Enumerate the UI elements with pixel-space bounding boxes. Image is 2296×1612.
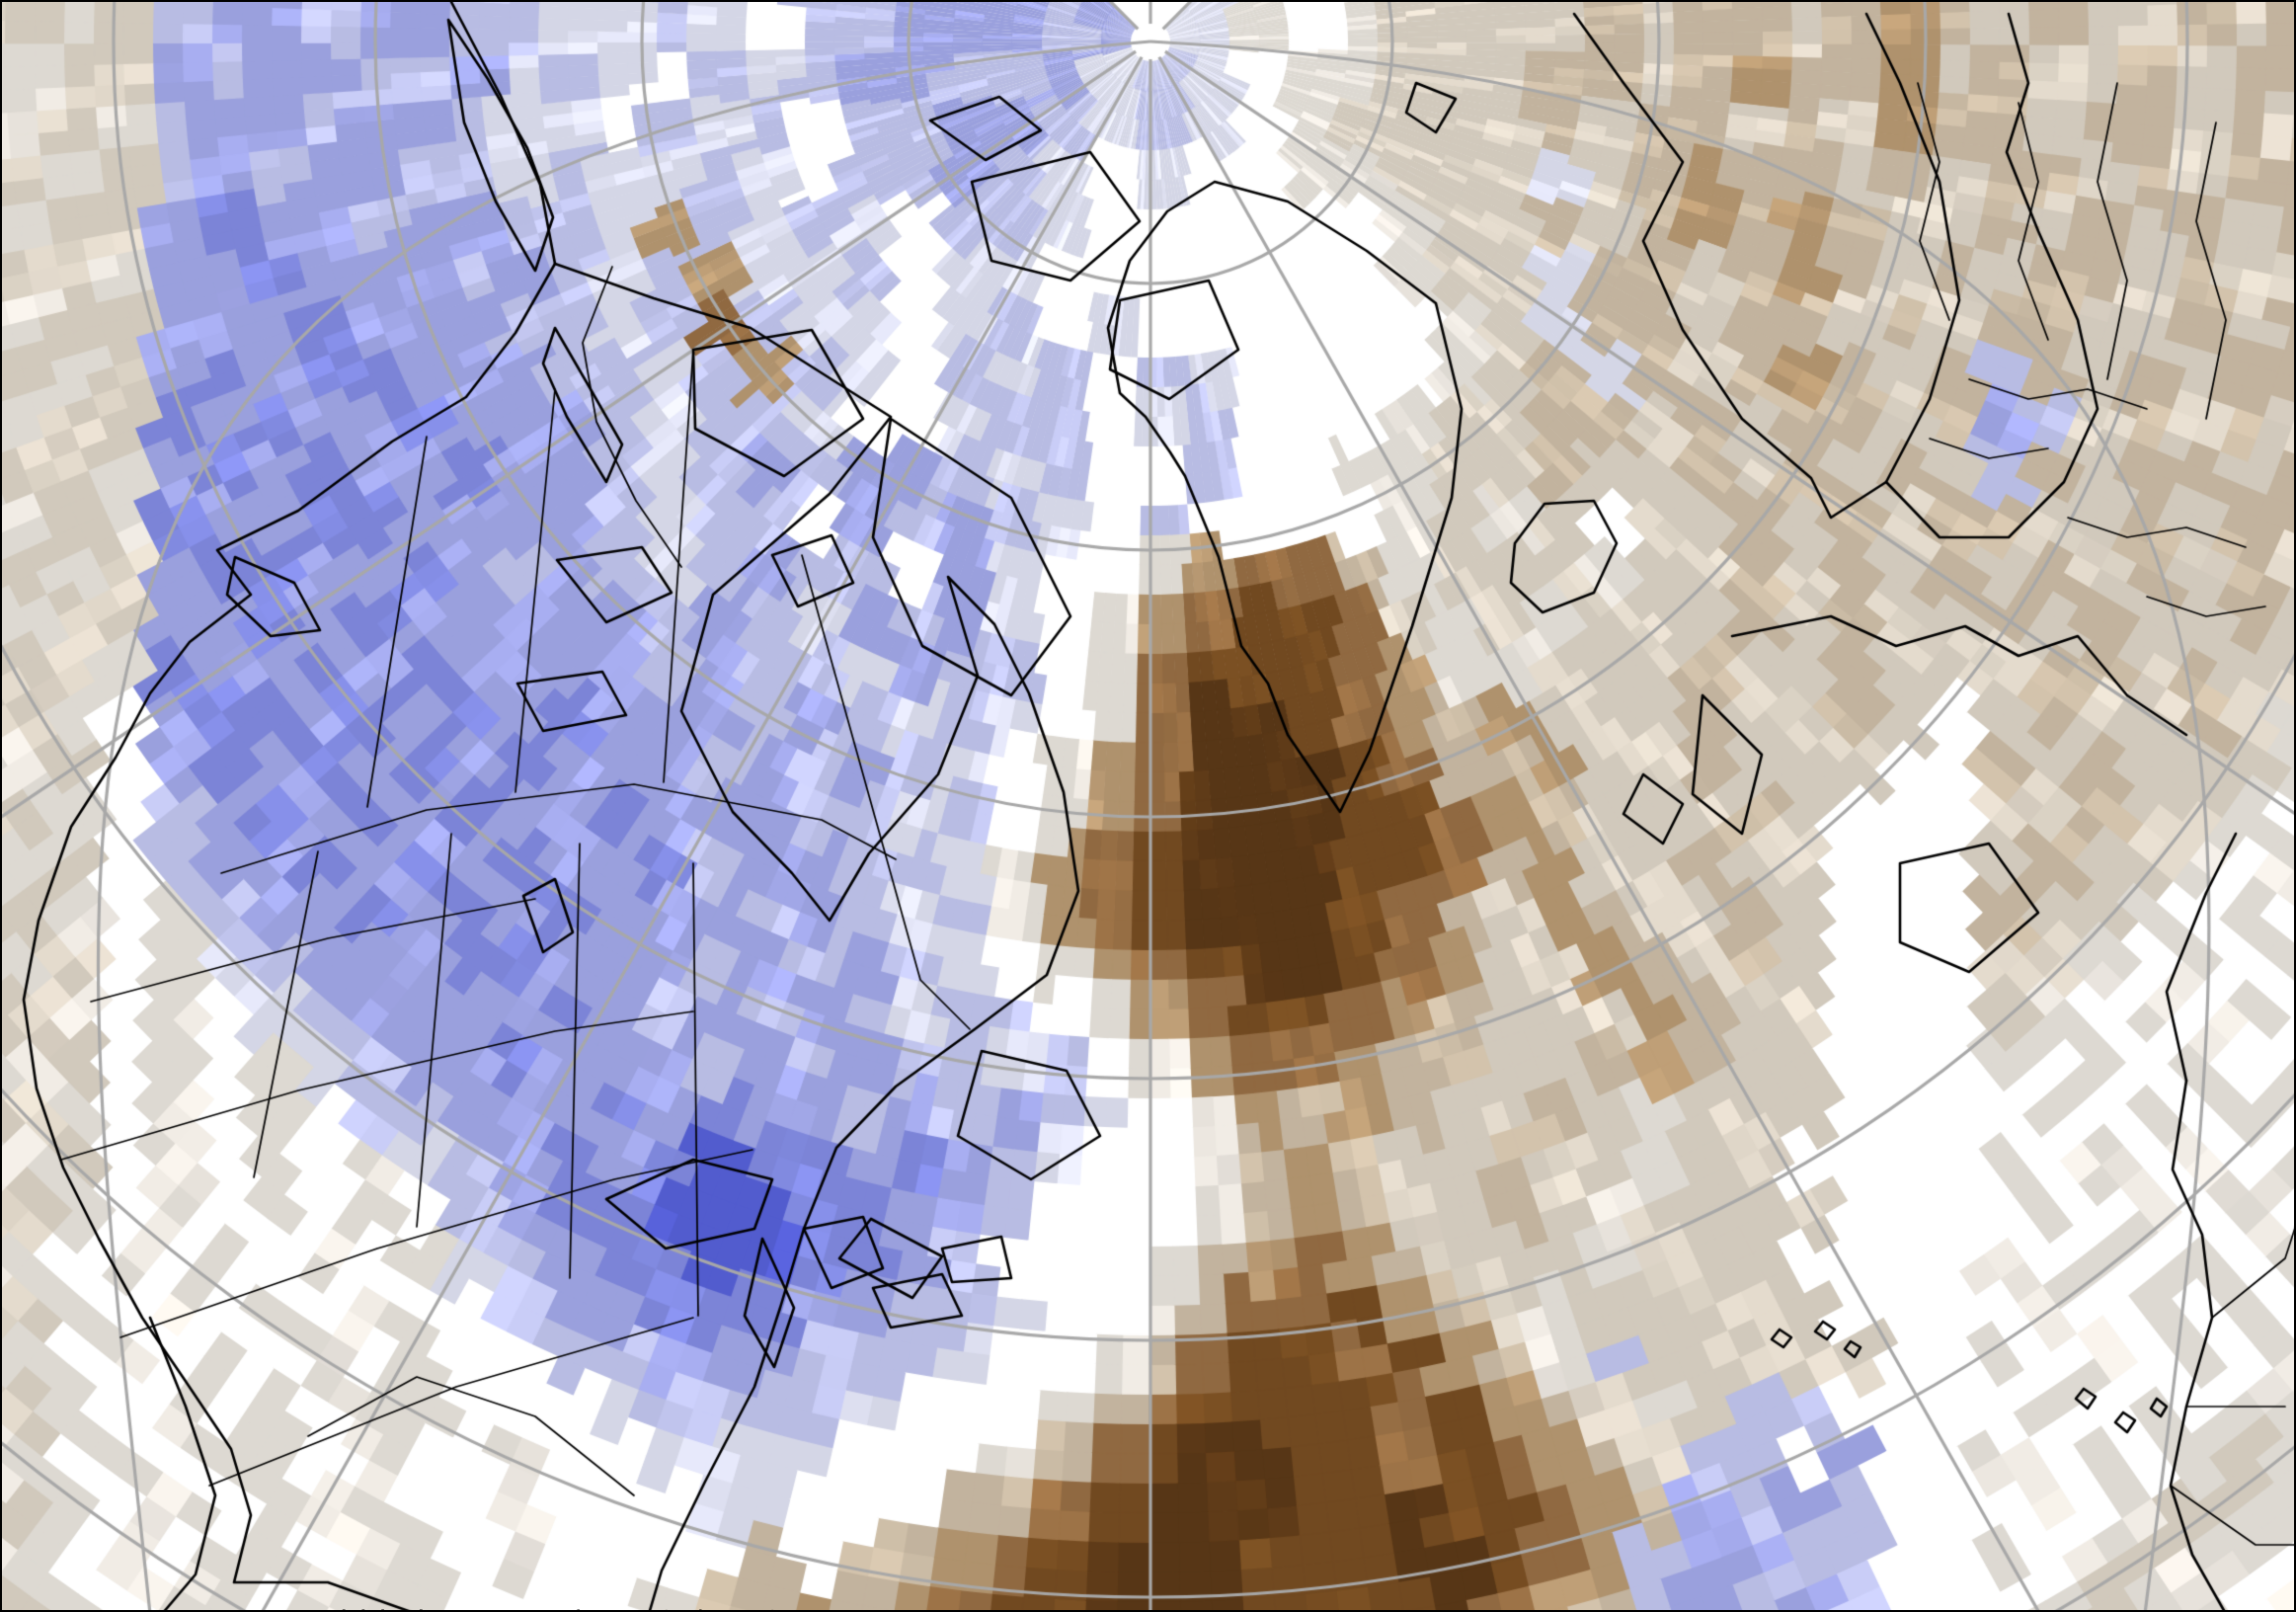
map-annotation: NASA SPoRT - Gridded NUCAPS (noaa21) - O…	[85, 1519, 907, 1610]
map-title-text: NASA SPoRT - Gridded NUCAPS (noaa21) - O…	[85, 1602, 907, 1610]
